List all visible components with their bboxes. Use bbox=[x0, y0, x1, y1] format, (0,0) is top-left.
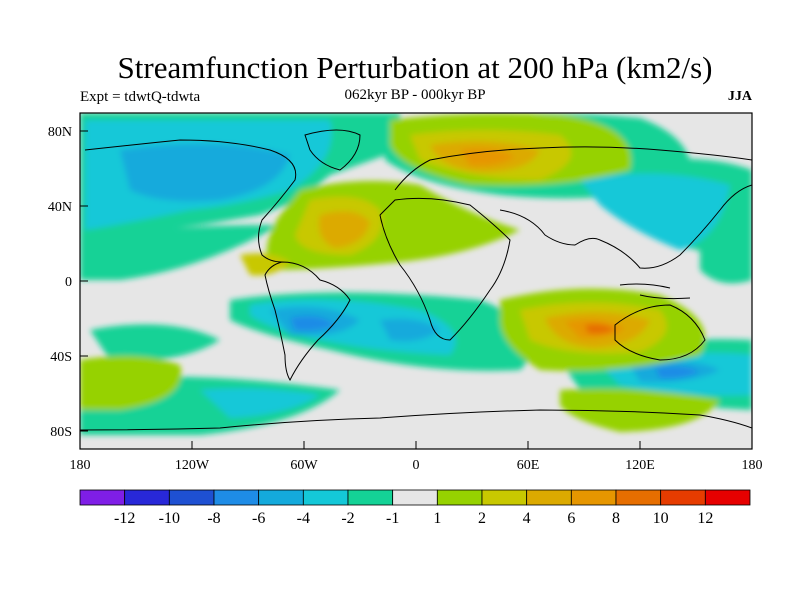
coastline-indonesia bbox=[619, 283, 691, 300]
y-tick-label: 40S bbox=[50, 350, 72, 365]
colorbar-labels: -12 -10 -8 -6 -4 -2 -1 1 2 4 6 8 10 12 bbox=[114, 510, 713, 527]
colorbar-swatch bbox=[570, 489, 617, 506]
contour-region bbox=[380, 318, 440, 342]
colorbar-swatch bbox=[168, 489, 215, 506]
colorbar-label: 8 bbox=[612, 510, 620, 527]
x-tick-label: 180 bbox=[70, 458, 91, 473]
contour-region bbox=[80, 225, 280, 280]
contour-region bbox=[319, 211, 370, 248]
colorbar-label: -10 bbox=[159, 510, 180, 527]
y-tick-label: 0 bbox=[65, 275, 72, 290]
x-tick-label: 60E bbox=[517, 458, 540, 473]
colorbar-swatch bbox=[392, 489, 438, 506]
contour-region bbox=[290, 316, 335, 331]
contour-region bbox=[560, 388, 720, 432]
axis-ticks bbox=[79, 130, 753, 449]
colorbar-swatch bbox=[615, 489, 662, 506]
contour-region bbox=[585, 324, 615, 334]
colorbar-label: -2 bbox=[341, 510, 354, 527]
season-label: JJA bbox=[727, 89, 752, 104]
coastlines bbox=[80, 129, 752, 431]
colorbar bbox=[79, 489, 751, 506]
contour-region bbox=[580, 173, 730, 250]
colorbar-swatch bbox=[660, 489, 706, 506]
coastline-europe-asia bbox=[394, 146, 752, 191]
contour-region bbox=[655, 366, 700, 379]
colorbar-swatch bbox=[302, 489, 349, 506]
colorbar-swatch bbox=[79, 489, 126, 506]
y-tick-label: 80S bbox=[50, 425, 72, 440]
coastline-australia bbox=[614, 304, 706, 361]
colorbar-label: 10 bbox=[653, 510, 669, 527]
colorbar-label: 2 bbox=[478, 510, 486, 527]
coastline-greenland bbox=[304, 129, 361, 171]
x-tick-label: 60W bbox=[290, 458, 318, 473]
y-tick-label: 40N bbox=[48, 200, 72, 215]
coastline-east-asia bbox=[599, 184, 752, 269]
x-tick-label: 0 bbox=[413, 458, 420, 473]
streamfunction-field bbox=[80, 113, 752, 449]
experiment-label: Expt = tdwtQ-tdwta bbox=[80, 89, 201, 105]
contour-region bbox=[200, 388, 320, 418]
y-tick-label: 80N bbox=[48, 125, 72, 140]
colorbar-swatch bbox=[436, 489, 483, 506]
colorbar-label: -6 bbox=[252, 510, 265, 527]
colorbar-label: 1 bbox=[433, 510, 441, 527]
coastline-africa bbox=[379, 197, 511, 341]
contour-region bbox=[240, 253, 290, 276]
colorbar-swatch bbox=[124, 489, 170, 506]
coastline-arabia-india bbox=[499, 209, 601, 246]
x-tick-label: 120W bbox=[175, 458, 210, 473]
coastline-north-america bbox=[84, 139, 297, 263]
plot-title: Streamfunction Perturbation at 200 hPa (… bbox=[117, 50, 713, 85]
colorbar-label: -12 bbox=[114, 510, 135, 527]
contour-region bbox=[120, 143, 290, 202]
colorbar-swatch bbox=[481, 489, 528, 506]
colorbar-swatch bbox=[347, 489, 394, 506]
period-label: 062kyr BP - 000kyr BP bbox=[344, 87, 486, 103]
colorbar-label: 6 bbox=[567, 510, 575, 527]
contour-region bbox=[80, 356, 182, 410]
colorbar-label: -4 bbox=[297, 510, 310, 527]
colorbar-swatch bbox=[704, 489, 751, 506]
y-tick-labels: 80N 40N 0 40S 80S bbox=[48, 125, 72, 440]
x-tick-label: 120E bbox=[625, 458, 655, 473]
colorbar-swatch bbox=[258, 489, 304, 506]
coastline-south-america bbox=[264, 261, 351, 382]
colorbar-label: -1 bbox=[386, 510, 399, 527]
contour-region bbox=[700, 225, 752, 284]
colorbar-label: 12 bbox=[697, 510, 713, 527]
x-tick-labels: 180 120W 60W 0 60E 120E 180 bbox=[70, 458, 763, 473]
colorbar-label: -8 bbox=[207, 510, 220, 527]
colorbar-swatch bbox=[526, 489, 572, 506]
coastline-antarctica bbox=[80, 409, 752, 431]
colorbar-label: 4 bbox=[523, 510, 531, 527]
contour-region bbox=[90, 324, 220, 361]
colorbar-swatch bbox=[213, 489, 260, 506]
x-tick-label: 180 bbox=[742, 458, 763, 473]
